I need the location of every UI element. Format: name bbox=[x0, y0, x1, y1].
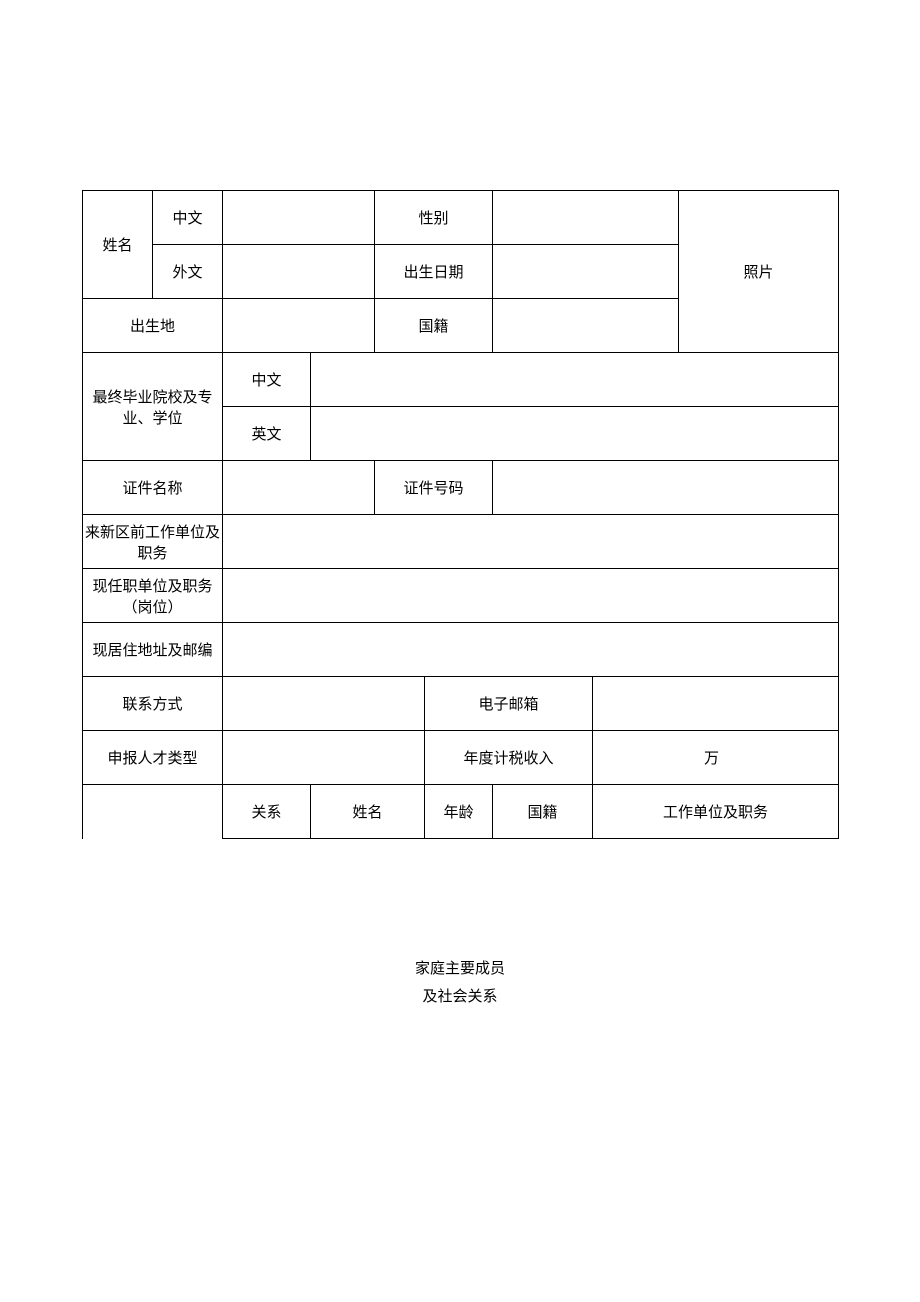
application-form-table: 姓名 中文 性别 照片 外文 出生日期 出生地 国籍 最终毕业院校及专业、学位 … bbox=[82, 190, 839, 839]
value-previous-work[interactable] bbox=[223, 515, 839, 569]
label-name: 姓名 bbox=[83, 191, 153, 299]
label-member-nationality: 国籍 bbox=[493, 785, 593, 839]
label-current-position: 现任职单位及职务（岗位） bbox=[83, 569, 223, 623]
footer-text: 家庭主要成员 及社会关系 bbox=[0, 955, 920, 1011]
value-name-chinese[interactable] bbox=[223, 191, 375, 245]
label-gender: 性别 bbox=[375, 191, 493, 245]
label-age: 年龄 bbox=[425, 785, 493, 839]
label-chinese: 中文 bbox=[153, 191, 223, 245]
label-previous-work: 来新区前工作单位及职务 bbox=[83, 515, 223, 569]
label-member-name: 姓名 bbox=[311, 785, 425, 839]
label-id-name: 证件名称 bbox=[83, 461, 223, 515]
label-school: 最终毕业院校及专业、学位 bbox=[83, 353, 223, 461]
value-id-number[interactable] bbox=[493, 461, 839, 515]
label-current-address: 现居住地址及邮编 bbox=[83, 623, 223, 677]
label-school-chinese: 中文 bbox=[223, 353, 311, 407]
footer-line-2: 及社会关系 bbox=[0, 983, 920, 1011]
value-current-address[interactable] bbox=[223, 623, 839, 677]
value-birth-place[interactable] bbox=[223, 299, 375, 353]
label-foreign: 外文 bbox=[153, 245, 223, 299]
value-annual-income[interactable]: 万 bbox=[593, 731, 839, 785]
value-talent-type[interactable] bbox=[223, 731, 425, 785]
family-members-label-cell bbox=[83, 785, 223, 839]
label-talent-type: 申报人才类型 bbox=[83, 731, 223, 785]
label-relation: 关系 bbox=[223, 785, 311, 839]
value-school-english[interactable] bbox=[311, 407, 839, 461]
label-birth-place: 出生地 bbox=[83, 299, 223, 353]
value-current-position[interactable] bbox=[223, 569, 839, 623]
value-nationality[interactable] bbox=[493, 299, 679, 353]
value-name-foreign[interactable] bbox=[223, 245, 375, 299]
value-contact[interactable] bbox=[223, 677, 425, 731]
photo-cell[interactable]: 照片 bbox=[679, 191, 839, 353]
value-id-name[interactable] bbox=[223, 461, 375, 515]
label-school-english: 英文 bbox=[223, 407, 311, 461]
footer-line-1: 家庭主要成员 bbox=[0, 955, 920, 983]
value-birth-date[interactable] bbox=[493, 245, 679, 299]
value-school-chinese[interactable] bbox=[311, 353, 839, 407]
label-id-number: 证件号码 bbox=[375, 461, 493, 515]
value-email[interactable] bbox=[593, 677, 839, 731]
label-email: 电子邮箱 bbox=[425, 677, 593, 731]
label-contact: 联系方式 bbox=[83, 677, 223, 731]
label-work-unit-position: 工作单位及职务 bbox=[593, 785, 839, 839]
label-annual-income: 年度计税收入 bbox=[425, 731, 593, 785]
value-gender[interactable] bbox=[493, 191, 679, 245]
label-birth-date: 出生日期 bbox=[375, 245, 493, 299]
label-nationality: 国籍 bbox=[375, 299, 493, 353]
